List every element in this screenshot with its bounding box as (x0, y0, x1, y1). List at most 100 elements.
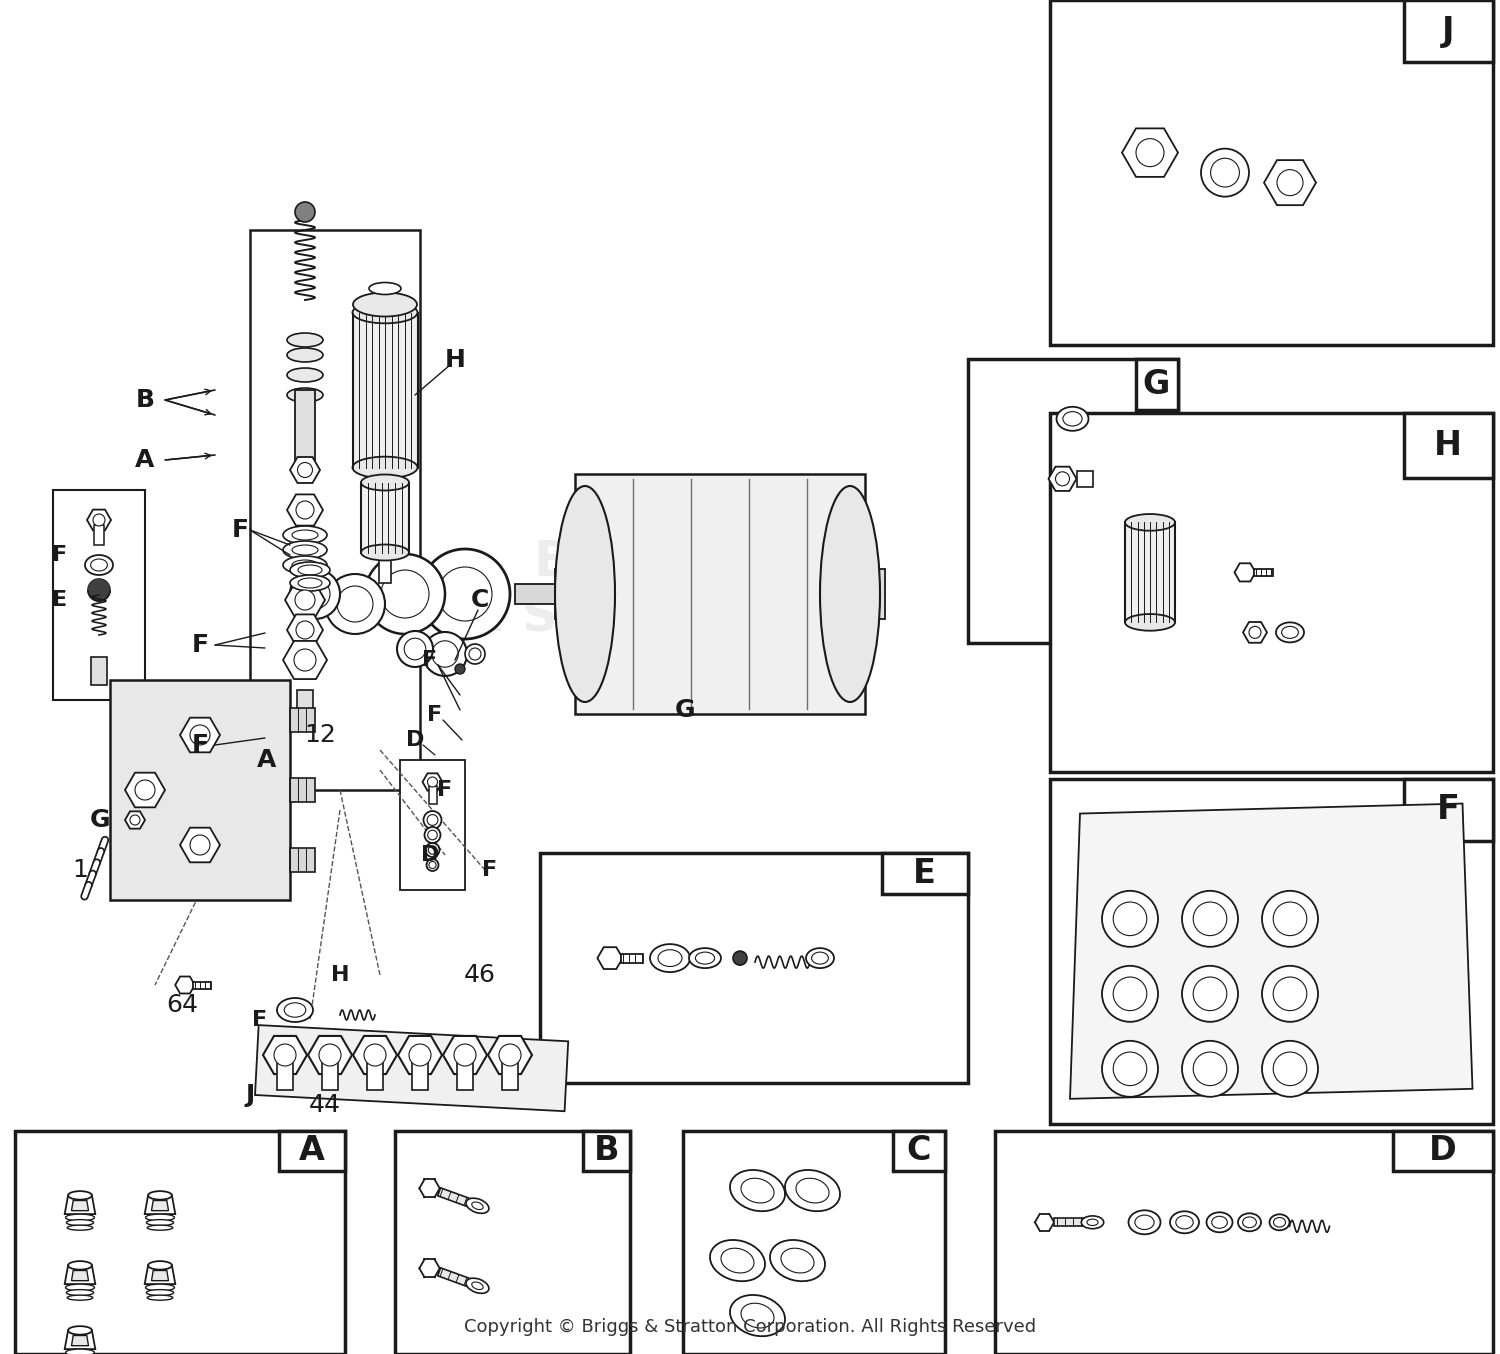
Ellipse shape (1212, 1216, 1227, 1228)
Polygon shape (72, 1201, 88, 1210)
Ellipse shape (284, 556, 327, 574)
Bar (1394, 1131, 1492, 1171)
Ellipse shape (821, 486, 880, 701)
Ellipse shape (1182, 965, 1238, 1022)
Ellipse shape (500, 1044, 520, 1066)
Ellipse shape (135, 780, 154, 800)
Ellipse shape (1238, 1213, 1262, 1231)
Text: A: A (135, 448, 154, 473)
Bar (255, 1025, 568, 1112)
Bar (400, 760, 465, 890)
Bar (429, 787, 436, 804)
Text: J: J (1442, 15, 1455, 47)
Ellipse shape (294, 649, 316, 672)
Bar (1404, 413, 1492, 478)
Polygon shape (1054, 1219, 1084, 1227)
Text: Copyright © Briggs & Stratton Corporation. All Rights Reserved: Copyright © Briggs & Stratton Corporatio… (464, 1317, 1036, 1336)
Polygon shape (72, 1270, 88, 1281)
Ellipse shape (297, 463, 312, 478)
Ellipse shape (298, 578, 322, 588)
Ellipse shape (423, 632, 466, 676)
Ellipse shape (1274, 1052, 1306, 1086)
Polygon shape (152, 1270, 168, 1281)
Ellipse shape (770, 1240, 825, 1281)
Bar (362, 482, 410, 552)
Ellipse shape (286, 368, 322, 382)
Ellipse shape (364, 1044, 386, 1066)
Ellipse shape (426, 844, 439, 857)
Bar (584, 1131, 630, 1171)
Ellipse shape (286, 389, 322, 402)
Ellipse shape (1136, 1215, 1154, 1229)
Ellipse shape (296, 590, 315, 611)
Text: B: B (135, 389, 154, 412)
Ellipse shape (130, 815, 140, 825)
Bar (1125, 523, 1174, 623)
Ellipse shape (362, 544, 410, 561)
Ellipse shape (284, 1003, 306, 1017)
Bar (413, 1060, 428, 1090)
Ellipse shape (190, 724, 210, 745)
Bar (1404, 0, 1492, 62)
Bar (278, 1060, 292, 1090)
Bar (380, 552, 392, 582)
Ellipse shape (90, 559, 108, 571)
Ellipse shape (410, 1044, 430, 1066)
Ellipse shape (292, 561, 318, 570)
Polygon shape (597, 948, 622, 969)
Ellipse shape (1192, 1052, 1227, 1086)
Ellipse shape (292, 529, 318, 540)
Ellipse shape (68, 1261, 92, 1270)
Text: F: F (427, 705, 442, 724)
Text: E: E (914, 857, 936, 890)
Bar (1254, 569, 1272, 575)
Ellipse shape (190, 835, 210, 854)
Ellipse shape (734, 951, 747, 965)
Ellipse shape (286, 333, 322, 347)
Bar (892, 1131, 945, 1171)
Ellipse shape (286, 348, 322, 362)
Bar (540, 853, 968, 1083)
Ellipse shape (1113, 902, 1148, 936)
Text: F: F (231, 519, 249, 542)
Ellipse shape (466, 1198, 489, 1213)
Polygon shape (423, 773, 442, 791)
Ellipse shape (86, 555, 112, 575)
Ellipse shape (796, 1178, 830, 1202)
Polygon shape (1048, 467, 1077, 492)
Text: G: G (90, 808, 111, 831)
Bar (621, 953, 644, 963)
Ellipse shape (147, 1296, 172, 1300)
Ellipse shape (432, 640, 457, 668)
Bar (94, 525, 104, 546)
Text: F: F (53, 546, 68, 565)
Text: H: H (444, 348, 465, 372)
Ellipse shape (1274, 978, 1306, 1010)
Polygon shape (72, 1335, 88, 1346)
Bar (1077, 471, 1092, 487)
Text: 46: 46 (464, 963, 496, 987)
Ellipse shape (88, 580, 110, 601)
Polygon shape (152, 1201, 168, 1210)
Polygon shape (144, 1266, 176, 1284)
Polygon shape (285, 582, 326, 617)
Polygon shape (1234, 563, 1256, 581)
Ellipse shape (1250, 627, 1262, 638)
Polygon shape (1070, 803, 1473, 1099)
Polygon shape (124, 811, 146, 829)
Ellipse shape (338, 586, 374, 621)
Ellipse shape (352, 302, 417, 324)
Ellipse shape (296, 202, 315, 222)
Ellipse shape (93, 515, 105, 525)
Ellipse shape (1182, 1041, 1238, 1097)
Ellipse shape (1056, 471, 1070, 486)
Bar (279, 1131, 345, 1171)
Text: 12: 12 (304, 723, 336, 747)
Text: B: B (594, 1135, 619, 1167)
Polygon shape (290, 458, 320, 483)
Ellipse shape (784, 1170, 840, 1212)
Ellipse shape (1269, 1215, 1290, 1231)
Ellipse shape (352, 456, 417, 478)
Ellipse shape (1192, 978, 1227, 1010)
Text: E: E (53, 590, 68, 611)
